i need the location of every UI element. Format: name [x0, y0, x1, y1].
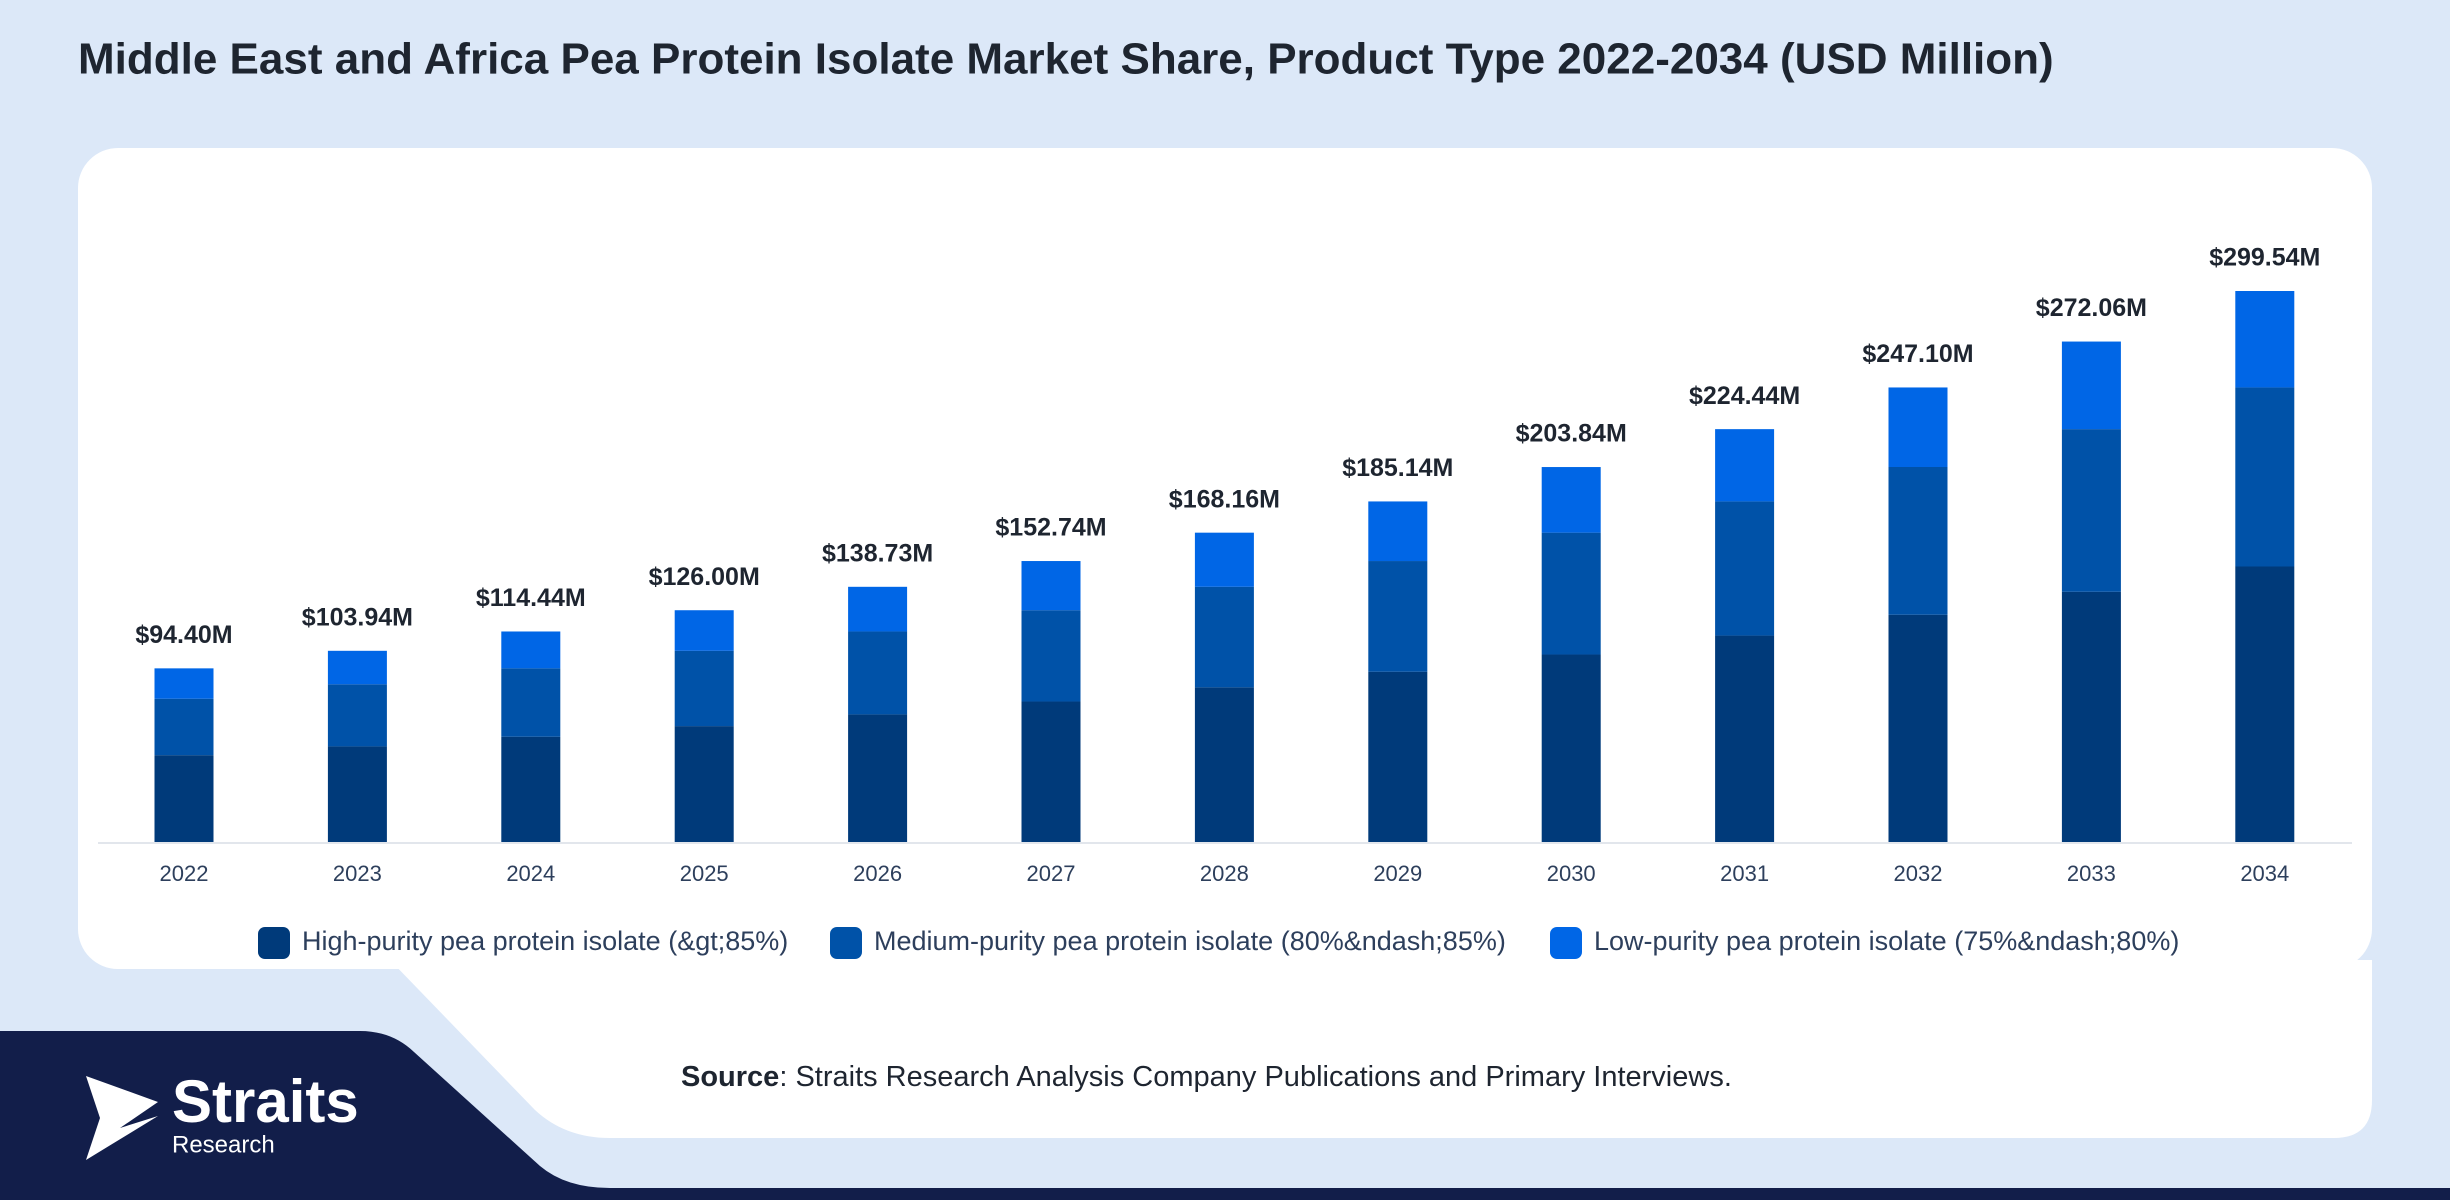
bar-segment	[848, 714, 908, 842]
total-label: $299.54M	[2209, 244, 2320, 272]
bar-segment	[1368, 501, 1428, 562]
x-tick-label: 2032	[1894, 861, 1943, 886]
bar-segment	[674, 610, 734, 651]
bar-segment	[501, 631, 561, 669]
bar-segment	[154, 698, 214, 756]
bar-segment	[1541, 654, 1601, 842]
logo-icon	[86, 1076, 158, 1160]
x-tick-label: 2026	[853, 861, 902, 886]
total-label: $247.10M	[1862, 340, 1973, 368]
bar-segment	[1888, 614, 1948, 842]
bar-segment	[501, 736, 561, 842]
card-lower	[390, 960, 2372, 1138]
bar-segment	[2235, 291, 2295, 388]
x-tick-label: 2022	[160, 861, 209, 886]
x-tick-label: 2023	[333, 861, 382, 886]
total-label: $272.06M	[2036, 294, 2147, 322]
bar-segment	[2061, 341, 2121, 430]
legend-swatch	[258, 927, 290, 959]
total-label: $138.73M	[822, 539, 933, 567]
source-text: : Straits Research Analysis Company Publ…	[779, 1061, 1732, 1093]
bar-segment	[327, 746, 387, 842]
x-tick-label: 2034	[2240, 861, 2289, 886]
bar-segment	[1194, 687, 1254, 842]
x-tick-label: 2029	[1373, 861, 1422, 886]
bar-segment	[848, 631, 908, 715]
bar-segment	[1021, 610, 1081, 702]
bar-segment	[327, 684, 387, 747]
total-label: $126.00M	[649, 563, 760, 591]
bar-segment	[501, 668, 561, 737]
bar-segment	[327, 650, 387, 685]
bar-segment	[1541, 467, 1601, 533]
bar-segment	[1194, 586, 1254, 688]
bar-segment	[1888, 387, 1948, 468]
x-tick-label: 2030	[1547, 861, 1596, 886]
bar-segment	[1021, 561, 1081, 611]
total-label: $203.84M	[1516, 420, 1627, 448]
bar-segment	[1368, 561, 1428, 672]
bar-segment	[2235, 566, 2295, 842]
bar-segment	[1715, 635, 1775, 842]
bar-segment	[2061, 429, 2121, 592]
total-label: $224.44M	[1689, 382, 1800, 410]
total-label: $168.16M	[1169, 485, 1280, 513]
bar-segment	[2061, 591, 2121, 842]
bar-segment	[1715, 501, 1775, 636]
bar-segment	[674, 726, 734, 842]
x-tick-label: 2031	[1720, 861, 1769, 886]
x-tick-label: 2028	[1200, 861, 1249, 886]
total-label: $103.94M	[302, 603, 413, 631]
bar-segment	[1888, 467, 1948, 615]
bar-segment	[674, 650, 734, 727]
x-tick-label: 2027	[1027, 861, 1076, 886]
x-tick-label: 2033	[2067, 861, 2116, 886]
legend-swatch	[830, 927, 862, 959]
logo-name: Straits	[172, 1068, 359, 1135]
bar-segment	[1368, 671, 1428, 842]
legend-label: Low-purity pea protein isolate (75%&ndas…	[1594, 926, 2179, 956]
bar-segment	[1194, 532, 1254, 587]
x-tick-label: 2025	[680, 861, 729, 886]
bar-segment	[1541, 532, 1601, 655]
bar-segment	[154, 668, 214, 699]
legend-label: Medium-purity pea protein isolate (80%&n…	[874, 926, 1506, 956]
legend-label: High-purity pea protein isolate (&gt;85%…	[302, 926, 788, 956]
x-tick-label: 2024	[506, 861, 555, 886]
footer-band	[0, 1031, 2450, 1200]
total-label: $152.74M	[995, 514, 1106, 542]
source: Source: Straits Research Analysis Compan…	[681, 1061, 1732, 1093]
legend-swatch	[1550, 927, 1582, 959]
bar-segment	[1715, 429, 1775, 502]
total-label: $94.40M	[135, 621, 232, 649]
bar-segment	[848, 586, 908, 632]
bar-segment	[2235, 387, 2295, 567]
chart-title: Middle East and Africa Pea Protein Isola…	[78, 35, 2054, 84]
total-label: $114.44M	[476, 584, 586, 612]
bar-segment	[1021, 701, 1081, 842]
logo-sub: Research	[172, 1131, 275, 1158]
total-label: $185.14M	[1342, 454, 1453, 482]
bar-segment	[154, 755, 214, 842]
source-label: Source	[681, 1061, 779, 1093]
